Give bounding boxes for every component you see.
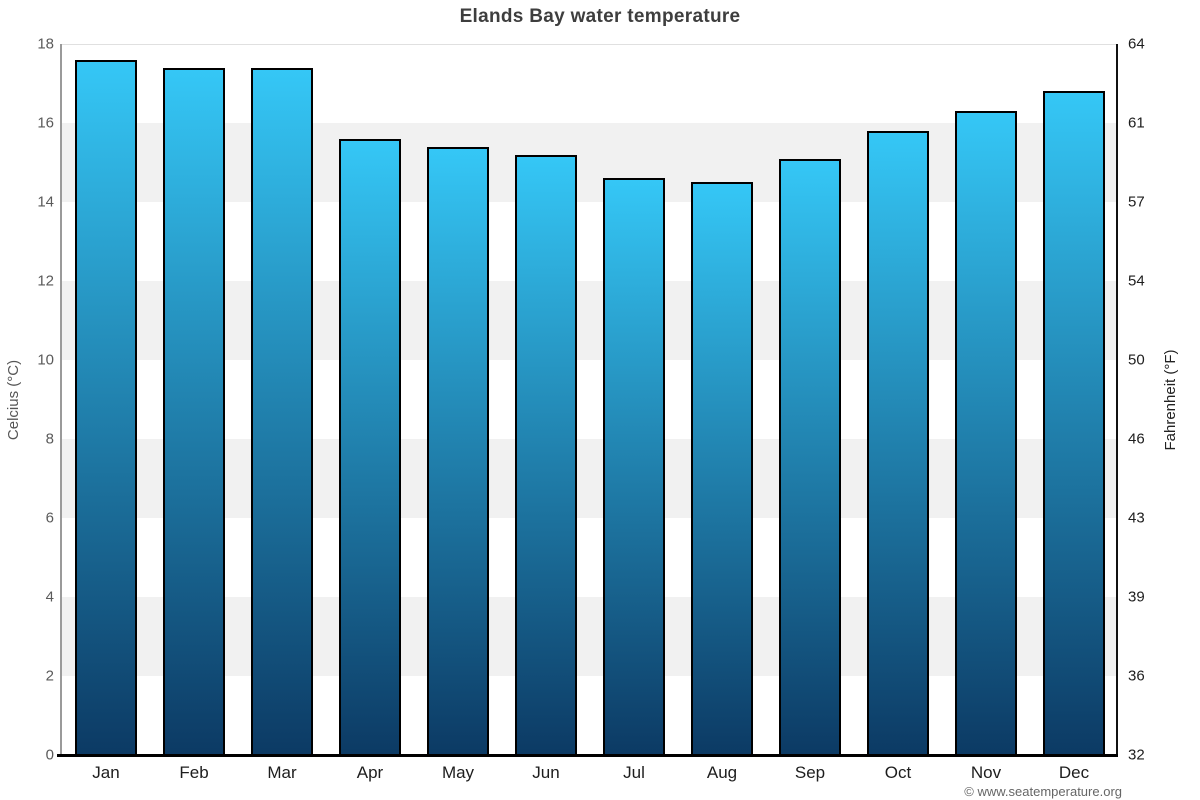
bar-apr [339,138,401,755]
bar-feb [163,67,225,755]
y-tick-fahrenheit: 32 [1128,746,1145,764]
x-tick-jan: Jan [92,763,120,782]
y-tick-celsius: 6 [45,509,54,527]
y-tick-celsius: 14 [37,193,54,211]
y-tick-fahrenheit: 43 [1128,509,1145,527]
bar-oct [866,130,929,755]
y-tick-celsius: 12 [37,272,54,290]
y-tick-celsius: 4 [45,588,54,606]
y-tick-celsius: 18 [37,35,54,53]
y-tick-fahrenheit: 46 [1128,430,1145,448]
y-tick-fahrenheit: 61 [1128,114,1145,132]
bar-jul [603,178,665,755]
bar-sep [779,158,841,755]
copyright-text: © www.seatemperature.org [964,784,1122,799]
bar-nov [955,111,1017,755]
plot-band [62,122,1118,202]
plot-band [62,281,1118,360]
y-tick-celsius: 10 [37,351,54,369]
y-tick-fahrenheit: 54 [1128,272,1145,290]
x-tick-mar: Mar [267,763,297,782]
y-tick-celsius: 0 [45,746,54,764]
x-tick-nov: Nov [970,763,1002,782]
bar-mar [251,67,313,755]
y-tick-celsius: 2 [45,667,54,685]
y-tick-celsius: 8 [45,430,54,448]
x-tick-aug: Aug [706,763,738,782]
y-axis-line-left [60,44,62,755]
x-axis-line [57,754,1118,757]
x-tick-jun: Jun [532,763,560,782]
bar-dec [1043,91,1105,755]
x-tick-jul: Jul [623,763,645,782]
month-labels: Jan Feb Mar Apr May Jun Jul Aug Sep Oct Nov Dec [62,763,1118,785]
x-tick-feb: Feb [179,763,209,782]
x-tick-sep: Sep [794,763,826,782]
y-tick-fahrenheit: 36 [1128,667,1145,685]
gridline-top [62,44,1118,45]
celsius-tick-labels: 0 2 4 6 8 10 12 14 16 18 [0,37,54,763]
plot-band [62,439,1118,518]
y-tick-fahrenheit: 39 [1128,588,1145,606]
fahrenheit-tick-labels: 32 36 39 43 46 50 54 57 61 64 [1128,37,1178,763]
y-tick-celsius: 16 [37,114,54,132]
plot-area [62,44,1118,755]
bar-jan [74,59,137,755]
chart-title: Elands Bay water temperature [459,6,741,27]
plot-band [62,597,1118,676]
y-tick-fahrenheit: 50 [1128,351,1145,369]
x-tick-oct: Oct [884,763,912,782]
y-tick-fahrenheit: 64 [1128,35,1145,53]
x-tick-apr: Apr [356,763,384,782]
x-tick-dec: Dec [1058,763,1090,782]
x-tick-may: May [441,763,475,782]
y-tick-fahrenheit: 57 [1128,193,1145,211]
y-axis-line-right [1116,44,1118,757]
bar-aug [691,182,753,755]
bar-jun [514,154,577,755]
bar-may [427,146,489,755]
